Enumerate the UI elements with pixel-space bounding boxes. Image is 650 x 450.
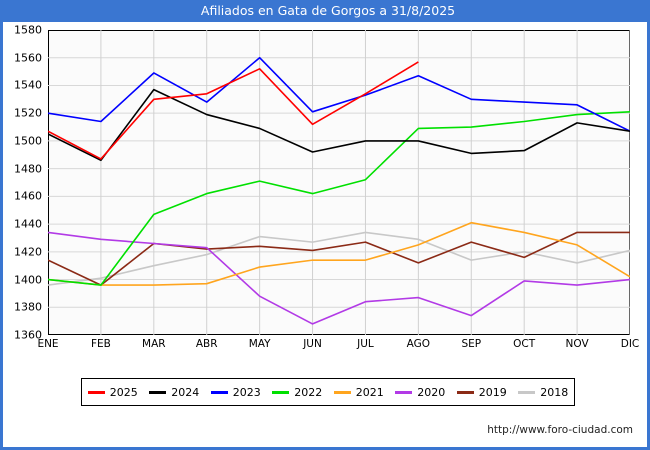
- plot-area: [48, 30, 630, 335]
- x-axis-tick-label: JUN: [303, 338, 322, 350]
- x-axis-tick-label: FEB: [90, 338, 111, 350]
- x-axis-tick-label: MAY: [248, 338, 271, 350]
- y-axis-tick-label: 1440: [14, 217, 42, 231]
- x-axis-tick-label: OCT: [513, 338, 536, 350]
- series-line-2023: [48, 56, 630, 132]
- legend-swatch-icon: [149, 390, 167, 394]
- legend-label: 2025: [109, 385, 138, 399]
- legend-item-2024[interactable]: 2024: [149, 386, 199, 399]
- y-axis-tick-label: 1520: [14, 106, 42, 120]
- series-line-2019: [48, 231, 630, 286]
- line-chart-svg: [48, 30, 630, 335]
- legend-swatch-icon: [210, 390, 228, 394]
- x-axis-tick-label: SEP: [461, 338, 482, 350]
- window-title: Afiliados en Gata de Gorgos a 31/8/2025: [3, 0, 650, 22]
- y-axis-tick-label: 1420: [14, 245, 42, 259]
- legend-label: 2024: [171, 385, 200, 399]
- series-line-2024: [48, 88, 630, 162]
- chart-legend: 2025 2024 2023 2022 2021 2020 2019 2018: [81, 378, 575, 406]
- x-axis-tick-label: ABR: [195, 338, 218, 350]
- legend-item-2023[interactable]: 2023: [210, 385, 261, 399]
- legend-swatch-icon: [395, 390, 413, 394]
- legend-label: 2018: [540, 385, 569, 399]
- y-axis-labels: 1360 1380 1400 1420 1440 1460 1480 1500 1520 1540…: [3, 24, 46, 342]
- legend-swatch-icon: [333, 390, 351, 394]
- legend-swatch-icon: [456, 390, 474, 394]
- series-line-2020: [48, 231, 630, 325]
- legend-swatch-icon: [87, 390, 105, 394]
- series-line-2022: [48, 111, 630, 286]
- series-line-2021: [48, 221, 630, 286]
- legend-label: 2023: [232, 385, 261, 399]
- legend-label: 2022: [294, 385, 323, 399]
- y-axis-tick-label: 1480: [14, 162, 42, 176]
- legend-item-2018[interactable]: 2018: [518, 386, 568, 399]
- y-axis-tick-label: 1380: [14, 300, 42, 314]
- x-axis-labels: ENE FEB MAR ABR MAY JUN JUL AGO SEP OCT NOV DIC: [37, 338, 639, 356]
- y-axis-tick-label: 1500: [14, 134, 42, 148]
- x-axis-tick-label: ENE: [37, 338, 59, 350]
- y-axis-tick-label: 1560: [14, 51, 42, 65]
- y-axis-tick-label: 1540: [14, 78, 42, 92]
- series-lines: [48, 56, 630, 325]
- x-axis-tick-label: DIC: [620, 338, 640, 350]
- x-axis-tick-label: MAR: [142, 338, 166, 350]
- grid-lines: [48, 30, 630, 335]
- legend-swatch-icon: [272, 390, 290, 394]
- series-line-2025: [48, 61, 419, 160]
- legend-item-2020[interactable]: 2020: [395, 386, 445, 399]
- legend-label: 2021: [355, 385, 384, 399]
- source-url: http://www.foro-ciudad.com: [487, 424, 633, 436]
- legend-swatch-icon: [518, 390, 536, 394]
- y-axis-tick-label: 1400: [14, 273, 42, 287]
- legend-label: 2020: [417, 385, 446, 399]
- x-axis-tick-label: JUL: [357, 338, 374, 350]
- legend-item-2022[interactable]: 2022: [272, 386, 322, 399]
- y-axis-tick-label: 1360: [14, 328, 42, 342]
- y-axis-tick-label: 1460: [14, 189, 42, 203]
- x-axis-tick-label: AGO: [406, 338, 431, 350]
- legend-label: 2019: [478, 385, 507, 399]
- x-axis-tick-label: NOV: [565, 338, 589, 350]
- legend-item-2025[interactable]: 2025: [87, 385, 138, 399]
- legend-item-2019[interactable]: 2019: [456, 385, 507, 399]
- legend-item-2021[interactable]: 2021: [333, 385, 384, 399]
- y-axis-tick-label: 1580: [14, 23, 42, 37]
